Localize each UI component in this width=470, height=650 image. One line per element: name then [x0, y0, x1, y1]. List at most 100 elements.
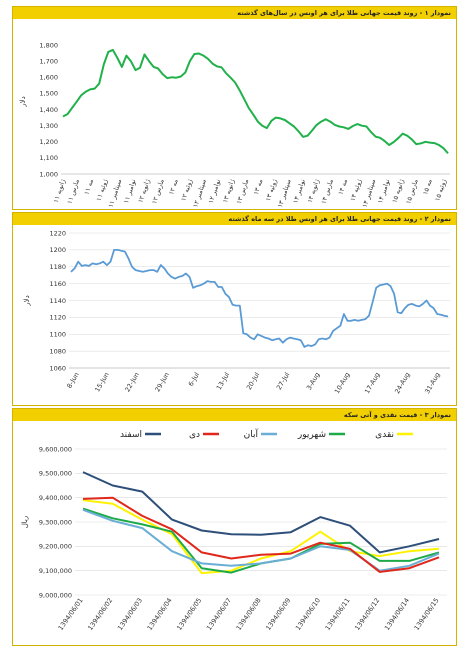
- x-tick-label: مه ۱۳: [252, 178, 265, 196]
- x-tick-label: 1394/06/11: [324, 597, 352, 632]
- x-tick-label: مارس ۱۱: [65, 178, 81, 205]
- x-tick-label: ژانویه ۱۵: [390, 178, 405, 204]
- x-tick-label: 17-Aug: [363, 371, 382, 395]
- y-tick-label: 1,500: [39, 90, 58, 98]
- series-line: [82, 499, 440, 575]
- chart3-panel: نمودار ۳ - قیمت نقدی و آتی سکه 9,000,000…: [12, 408, 457, 646]
- x-tick-label: ژوئیه ۱۲: [179, 178, 194, 202]
- x-tick-label: 1394/06/03: [116, 597, 144, 632]
- legend-label: اسفند: [120, 430, 142, 440]
- x-tick-label: ژانویه ۱۱: [52, 178, 67, 204]
- x-tick-label: مارس ۱۴: [319, 178, 335, 205]
- series-line: [62, 48, 449, 155]
- x-tick-label: سپتامبر ۱۲: [191, 178, 208, 208]
- y-tick-label: 1140: [49, 297, 66, 305]
- chart1-panel: نمودار ۱ - روند قیمت جهانی طلا برای هر ا…: [12, 6, 457, 210]
- x-tick-label: 1394/06/01: [57, 597, 85, 632]
- y-tick-label: 9,600,000: [39, 445, 72, 453]
- chart2-plot: 1060 1080 1100 1120 1140 1160 1180 1200 1220 دلار…: [23, 229, 450, 395]
- y-tick-label: 1,200: [39, 138, 58, 146]
- y-tick-label: 1080: [49, 347, 66, 355]
- x-tick-label: 1394/06/05: [175, 597, 203, 632]
- legend-label: نقدی: [375, 430, 394, 440]
- y-tick-label: 1,100: [39, 154, 58, 162]
- y-tick-label: 9,200,000: [39, 543, 72, 551]
- x-tick-label: نوامبر ۱۲: [207, 178, 222, 204]
- y-tick-label: 9,500,000: [39, 470, 72, 478]
- y-tick-label: 1100: [49, 331, 66, 339]
- x-tick-label: 1394/06/08: [235, 597, 263, 632]
- x-tick-label: 20-Jul: [245, 371, 261, 391]
- y-tick-label: 1,300: [39, 122, 58, 130]
- x-tick-label: نوامبر ۱۴: [376, 178, 391, 204]
- series-line: [70, 248, 449, 348]
- x-tick-label: ژوئیه ۱۱: [95, 178, 110, 202]
- chart2-title: نمودار ۲ - روند قیمت جهانی طلا برای هر ا…: [13, 213, 456, 225]
- x-tick-label: 1394/06/10: [294, 597, 322, 632]
- x-tick-label: سپتامبر ۱۳: [276, 178, 293, 208]
- y-tick-label: 1060: [49, 364, 66, 372]
- y-axis-title: دلار: [19, 96, 27, 108]
- x-tick-label: سپتامبر ۱۴: [361, 178, 378, 208]
- x-tick-label: 1394/06/14: [383, 597, 411, 632]
- x-tick-label: ژانویه ۱۳: [221, 178, 236, 204]
- y-tick-label: 1220: [49, 229, 66, 237]
- chart1-title: نمودار ۱ - روند قیمت جهانی طلا برای هر ا…: [13, 7, 456, 19]
- legend-label: دی: [189, 430, 200, 440]
- x-tick-label: 29-Jun: [153, 371, 170, 393]
- x-tick-label: ژوئیه ۱۴: [349, 178, 364, 202]
- x-tick-label: 6-Jul: [187, 371, 201, 388]
- x-tick-label: سپتامبر ۱۱: [107, 178, 124, 208]
- x-tick-label: مه ۱۱: [83, 178, 96, 196]
- x-tick-label: 24-Aug: [393, 371, 412, 395]
- x-tick-label: ژوئیه ۱۵: [433, 178, 448, 202]
- x-tick-label: مه ۱۴: [337, 178, 350, 196]
- x-tick-label: 1394/06/12: [353, 597, 381, 632]
- y-tick-label: 1,400: [39, 106, 58, 114]
- chart1-plot: 1,000 1,100 1,200 1,300 1,400 1,500 1,600 1,700…: [19, 41, 450, 209]
- x-tick-label: نوامبر ۱۱: [122, 178, 137, 204]
- x-tick-label: نوامبر ۱۳: [291, 178, 306, 204]
- x-tick-label: 1394/06/02: [86, 597, 114, 632]
- y-tick-label: 1,700: [39, 58, 58, 66]
- chart3-plot: 9,000,000 9,100,000 9,200,000 9,300,000 9,40…: [21, 428, 447, 632]
- chart3-title: نمودار ۳ - قیمت نقدی و آتی سکه: [13, 409, 456, 421]
- x-tick-label: ژانویه ۱۲: [136, 178, 151, 204]
- x-tick-label: 1394/06/15: [413, 597, 441, 632]
- x-tick-label: ژوئیه ۱۳: [264, 178, 279, 202]
- x-tick-label: 1394/06/07: [205, 597, 233, 632]
- chart2-panel: نمودار ۲ - روند قیمت جهانی طلا برای هر ا…: [12, 212, 457, 406]
- x-tick-label: 1394/06/09: [264, 597, 292, 632]
- y-tick-label: 1200: [49, 246, 66, 254]
- x-tick-label: مارس ۱۳: [235, 178, 251, 205]
- x-tick-label: 10-Aug: [333, 371, 352, 395]
- x-tick-label: 22-Jun: [123, 371, 140, 393]
- y-tick-label: 1180: [49, 263, 66, 271]
- y-tick-label: 1120: [49, 314, 66, 322]
- legend-label: آبان: [244, 428, 259, 440]
- x-tick-label: 3-Aug: [305, 371, 321, 391]
- y-tick-label: 1,800: [39, 41, 58, 49]
- series-line: [82, 496, 440, 573]
- x-tick-label: 13-Jul: [215, 371, 231, 391]
- x-tick-label: 27-Jul: [275, 371, 291, 391]
- x-tick-label: مه ۱۵: [421, 178, 434, 196]
- y-tick-label: 1,000: [39, 170, 58, 178]
- y-axis-title: ریال: [21, 516, 29, 529]
- legend-label: شهریور: [297, 430, 326, 440]
- y-tick-label: 1160: [49, 280, 66, 288]
- x-tick-label: 15-Jun: [93, 371, 110, 393]
- y-tick-label: 9,400,000: [39, 494, 72, 502]
- x-tick-label: 31-Aug: [423, 371, 442, 395]
- x-tick-label: ژانویه ۱۴: [306, 178, 321, 204]
- series-line: [82, 471, 440, 554]
- x-tick-label: 8-Jun: [65, 371, 80, 390]
- y-tick-label: 9,100,000: [39, 567, 72, 575]
- x-tick-label: 1394/06/04: [146, 597, 174, 632]
- x-tick-label: مارس ۱۲: [150, 178, 166, 205]
- y-tick-label: 9,000,000: [39, 591, 72, 599]
- y-tick-label: 1,600: [39, 74, 58, 82]
- y-tick-label: 9,300,000: [39, 518, 72, 526]
- x-tick-label: مارس ۱۵: [404, 178, 420, 205]
- x-tick-label: مه ۱۲: [167, 178, 180, 196]
